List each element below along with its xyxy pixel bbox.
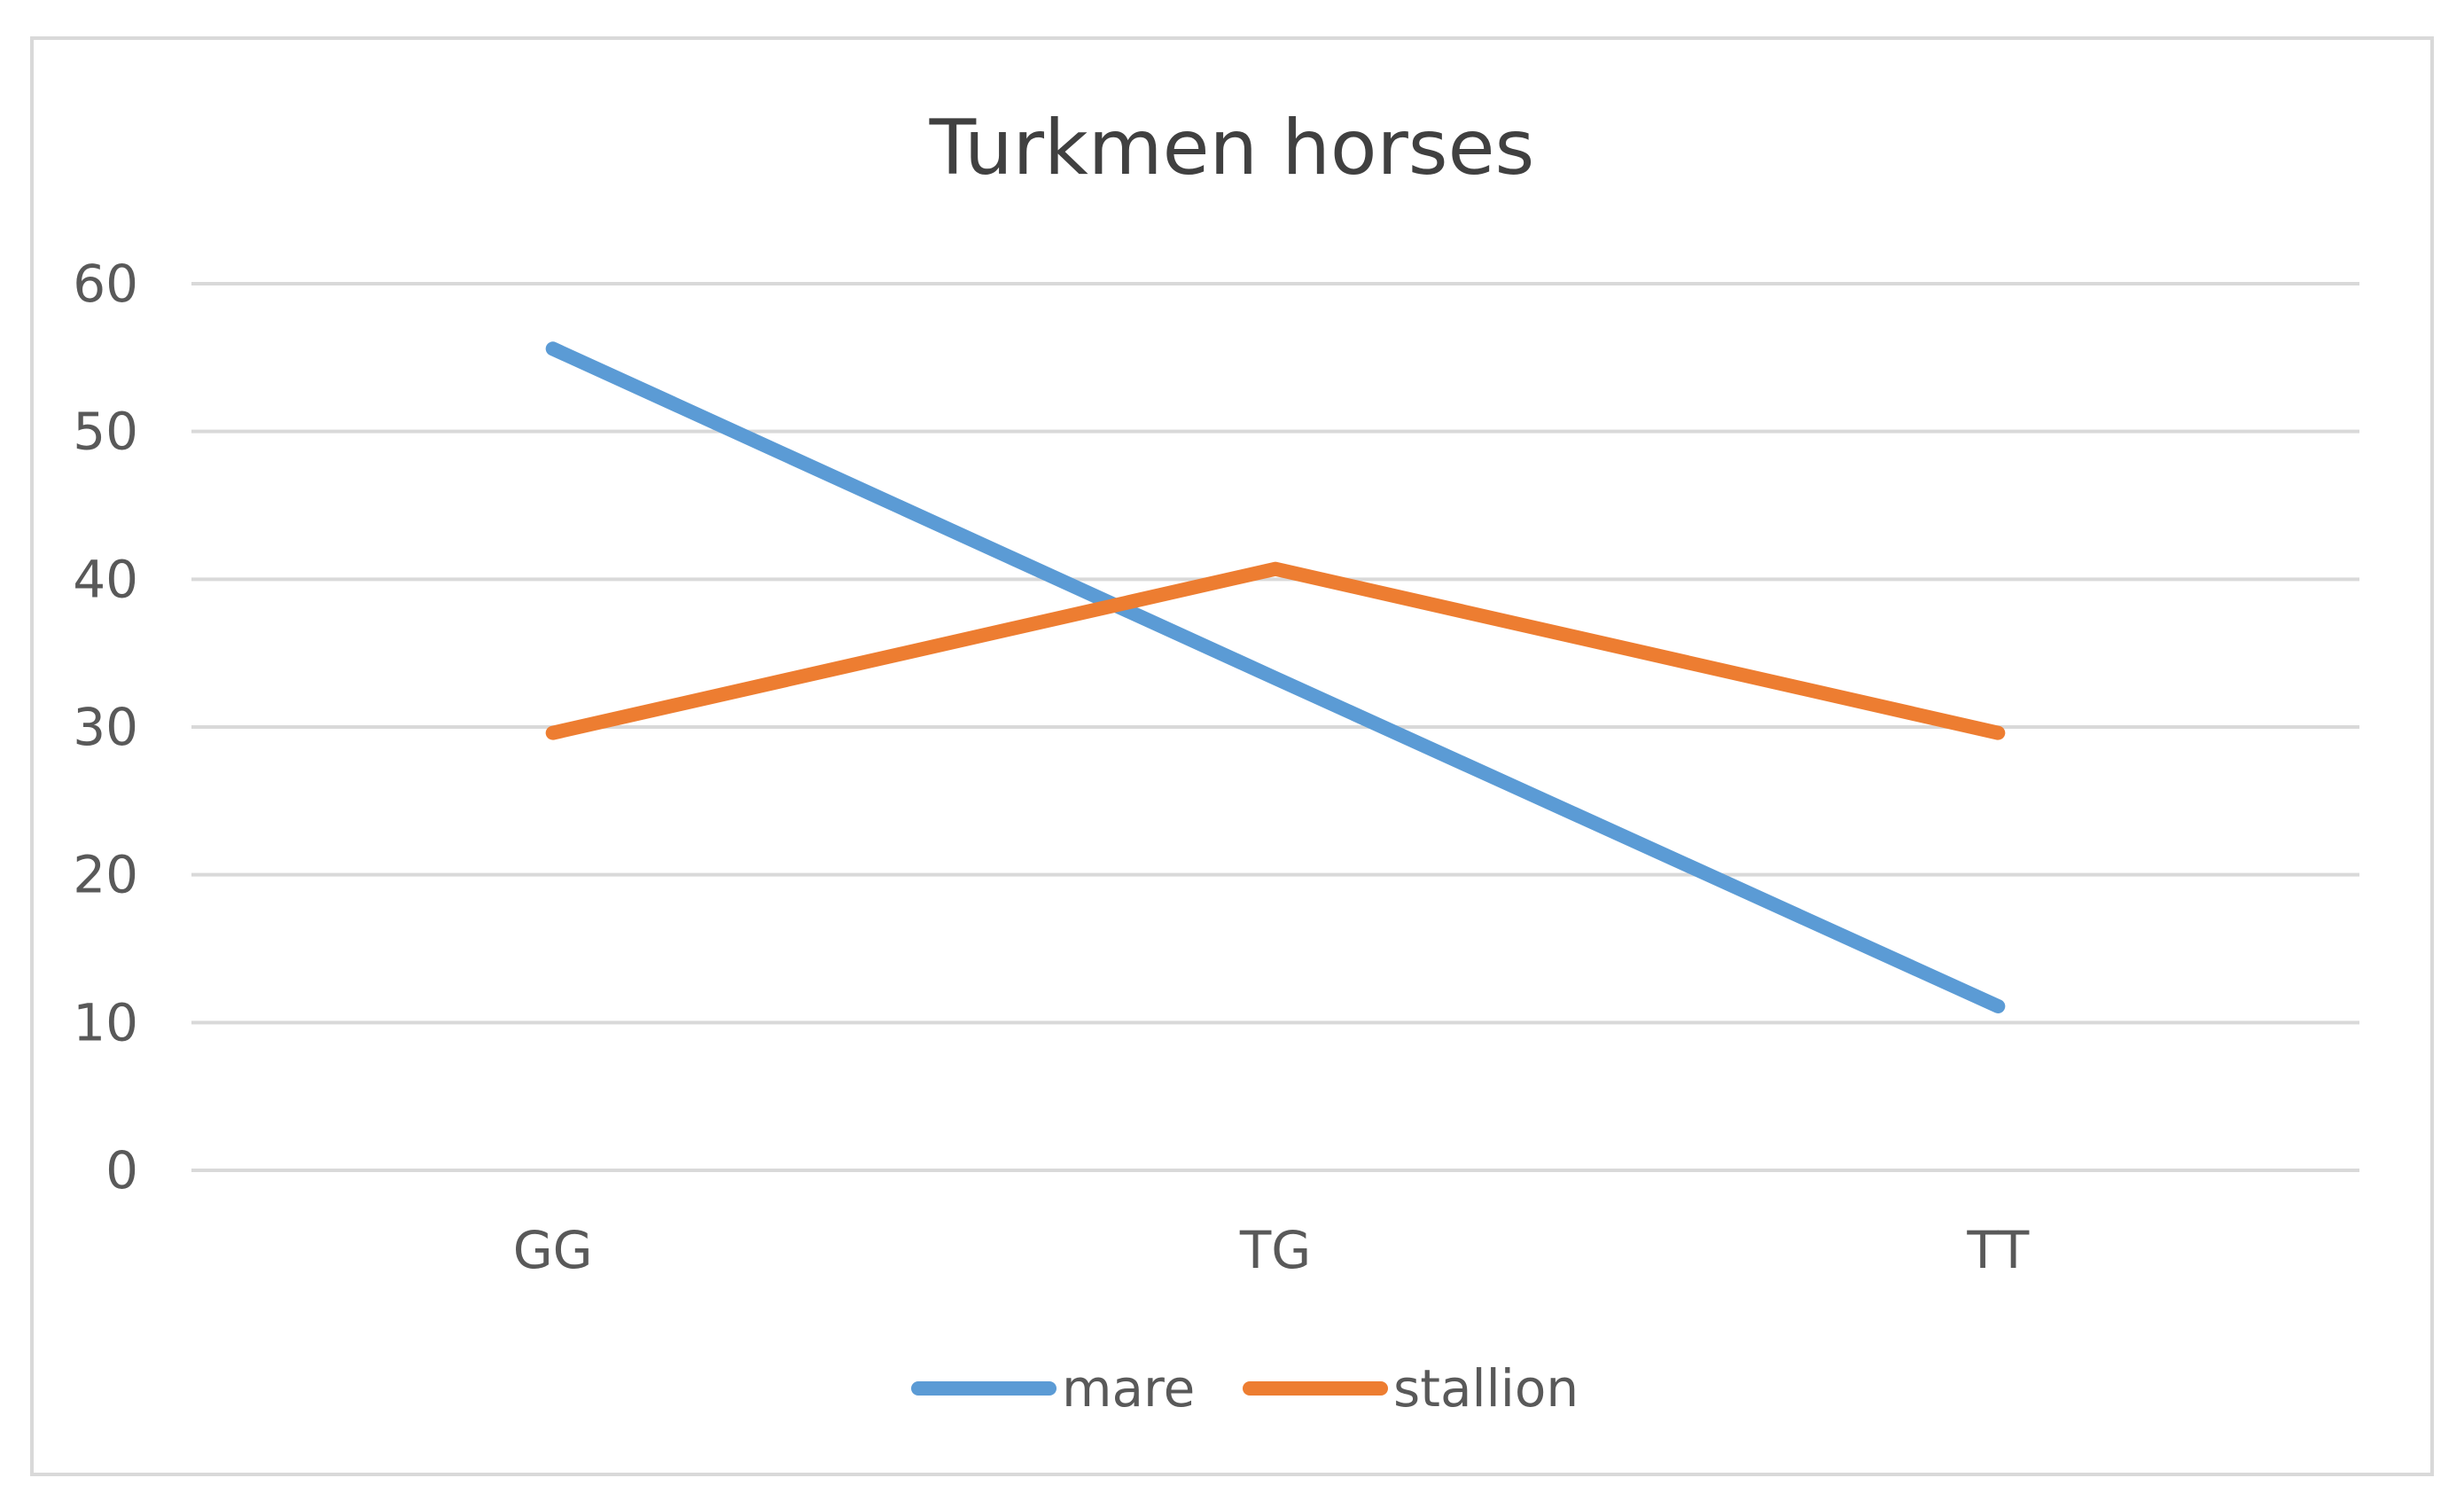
y-tick-label: 30 — [73, 697, 138, 757]
y-tick-label: 20 — [73, 845, 138, 905]
y-tick-label: 0 — [105, 1140, 138, 1200]
x-tick-label: TG — [1239, 1220, 1311, 1280]
y-tick-label: 50 — [73, 402, 138, 462]
y-tick-label: 60 — [73, 254, 138, 314]
x-tick-label: TT — [1966, 1220, 2029, 1280]
legend: mare stallion — [911, 1358, 1579, 1419]
y-tick-label: 10 — [73, 992, 138, 1052]
chart-frame — [30, 36, 2434, 1476]
series-line-stallion — [545, 561, 2006, 740]
legend-label: mare — [1062, 1358, 1195, 1419]
chart-title: Turkmen horses — [929, 104, 1535, 192]
x-axis-tick-labels: GG TG TT — [513, 1220, 2030, 1280]
series-lines — [545, 341, 2006, 1013]
y-axis-tick-labels: 0 10 20 30 40 50 60 — [73, 254, 138, 1200]
series-line-mare — [545, 341, 2006, 1013]
legend-item-mare: mare — [911, 1358, 1195, 1419]
y-tick-label: 40 — [73, 549, 138, 609]
legend-label: stallion — [1393, 1358, 1579, 1419]
x-tick-label: GG — [513, 1220, 593, 1280]
legend-item-stallion: stallion — [1243, 1358, 1579, 1419]
